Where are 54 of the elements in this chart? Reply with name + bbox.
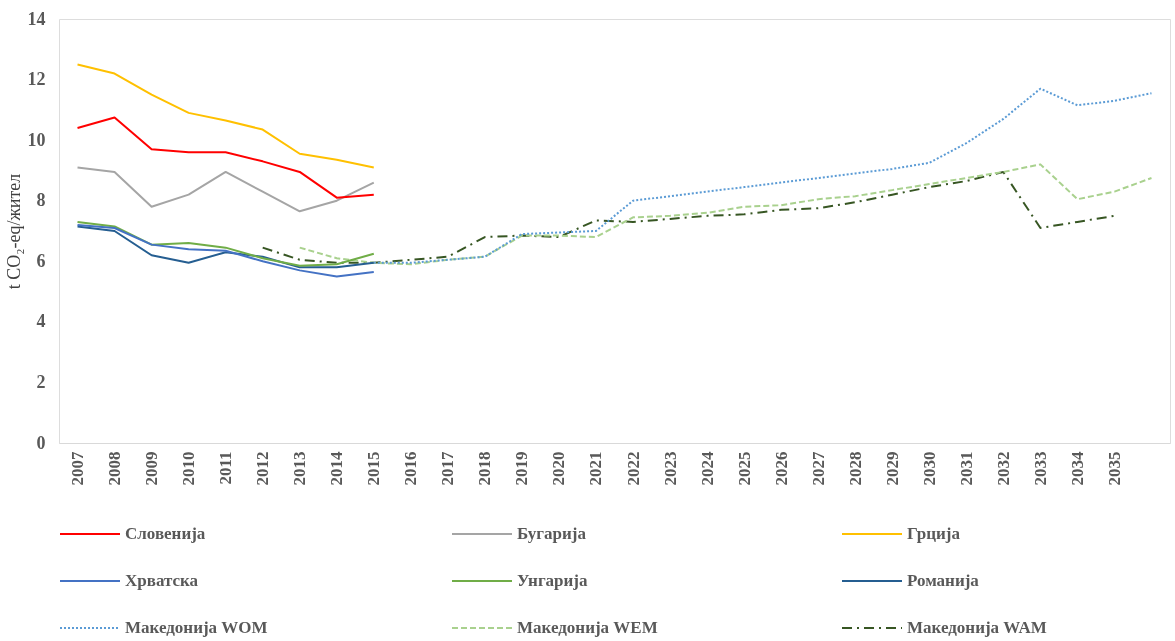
x-tick-label: 2035 [1104,451,1124,486]
y-tick-label: 10 [27,129,46,150]
legend-label: Хрватска [125,571,199,590]
x-tick-label: 2023 [660,451,680,486]
x-tick-label: 2007 [68,451,88,486]
line-series [372,87,1153,264]
legend-label: Македонија WAM [907,618,1047,637]
x-tick-label: 2027 [808,451,828,486]
y-tick-label: 4 [36,311,46,332]
line-series [76,116,375,199]
x-tick-label: 2030 [919,451,939,486]
x-tick-label: 2014 [327,451,347,486]
x-tick-label: 2013 [290,451,310,486]
legend-label: Романија [907,571,980,590]
x-tick-label: 2033 [1030,451,1050,486]
line-series [298,163,1153,266]
x-tick-label: 2029 [882,451,902,486]
y-tick-label: 0 [36,432,46,453]
x-tick-label: 2034 [1067,451,1087,486]
x-tick-label: 2031 [956,451,976,486]
x-tick-label: 2019 [512,451,532,486]
x-tick-label: 2017 [438,451,458,486]
y-tick-label: 14 [27,8,46,29]
x-tick-label: 2010 [179,451,199,486]
legend-label: Грција [907,524,961,543]
y-tick-label: 12 [27,69,46,90]
line-series [261,170,1116,264]
line-series [76,166,375,213]
y-tick-label: 6 [36,250,46,271]
x-tick-label: 2015 [364,451,384,486]
x-tick-label: 2021 [586,451,606,486]
x-tick-label: 2028 [845,451,865,486]
x-tick-label: 2025 [734,451,754,486]
y-axis-title: t CO₂-eq/жител [3,173,24,290]
x-tick-label: 2022 [623,451,643,486]
x-tick-label: 2024 [697,451,717,486]
x-tick-label: 2020 [549,451,569,486]
line-series [76,223,375,278]
legend-label: Словенија [125,524,206,543]
x-tick-label: 2008 [105,451,125,486]
x-tick-label: 2018 [475,451,495,486]
x-tick-label: 2016 [401,451,421,486]
x-tick-label: 2012 [253,451,273,486]
y-tick-label: 8 [36,190,46,211]
legend-label: Македонија WOM [125,618,268,637]
x-tick-label: 2009 [142,451,162,486]
legend-label: Бугарија [517,524,587,543]
x-tick-label: 2032 [993,451,1013,486]
x-tick-label: 2011 [216,451,236,485]
y-tick-label: 2 [36,371,46,392]
legend-label: Унгарија [517,571,589,590]
x-tick-label: 2026 [771,451,791,486]
line-series [76,63,375,169]
legend-label: Македонија WEM [517,618,658,637]
